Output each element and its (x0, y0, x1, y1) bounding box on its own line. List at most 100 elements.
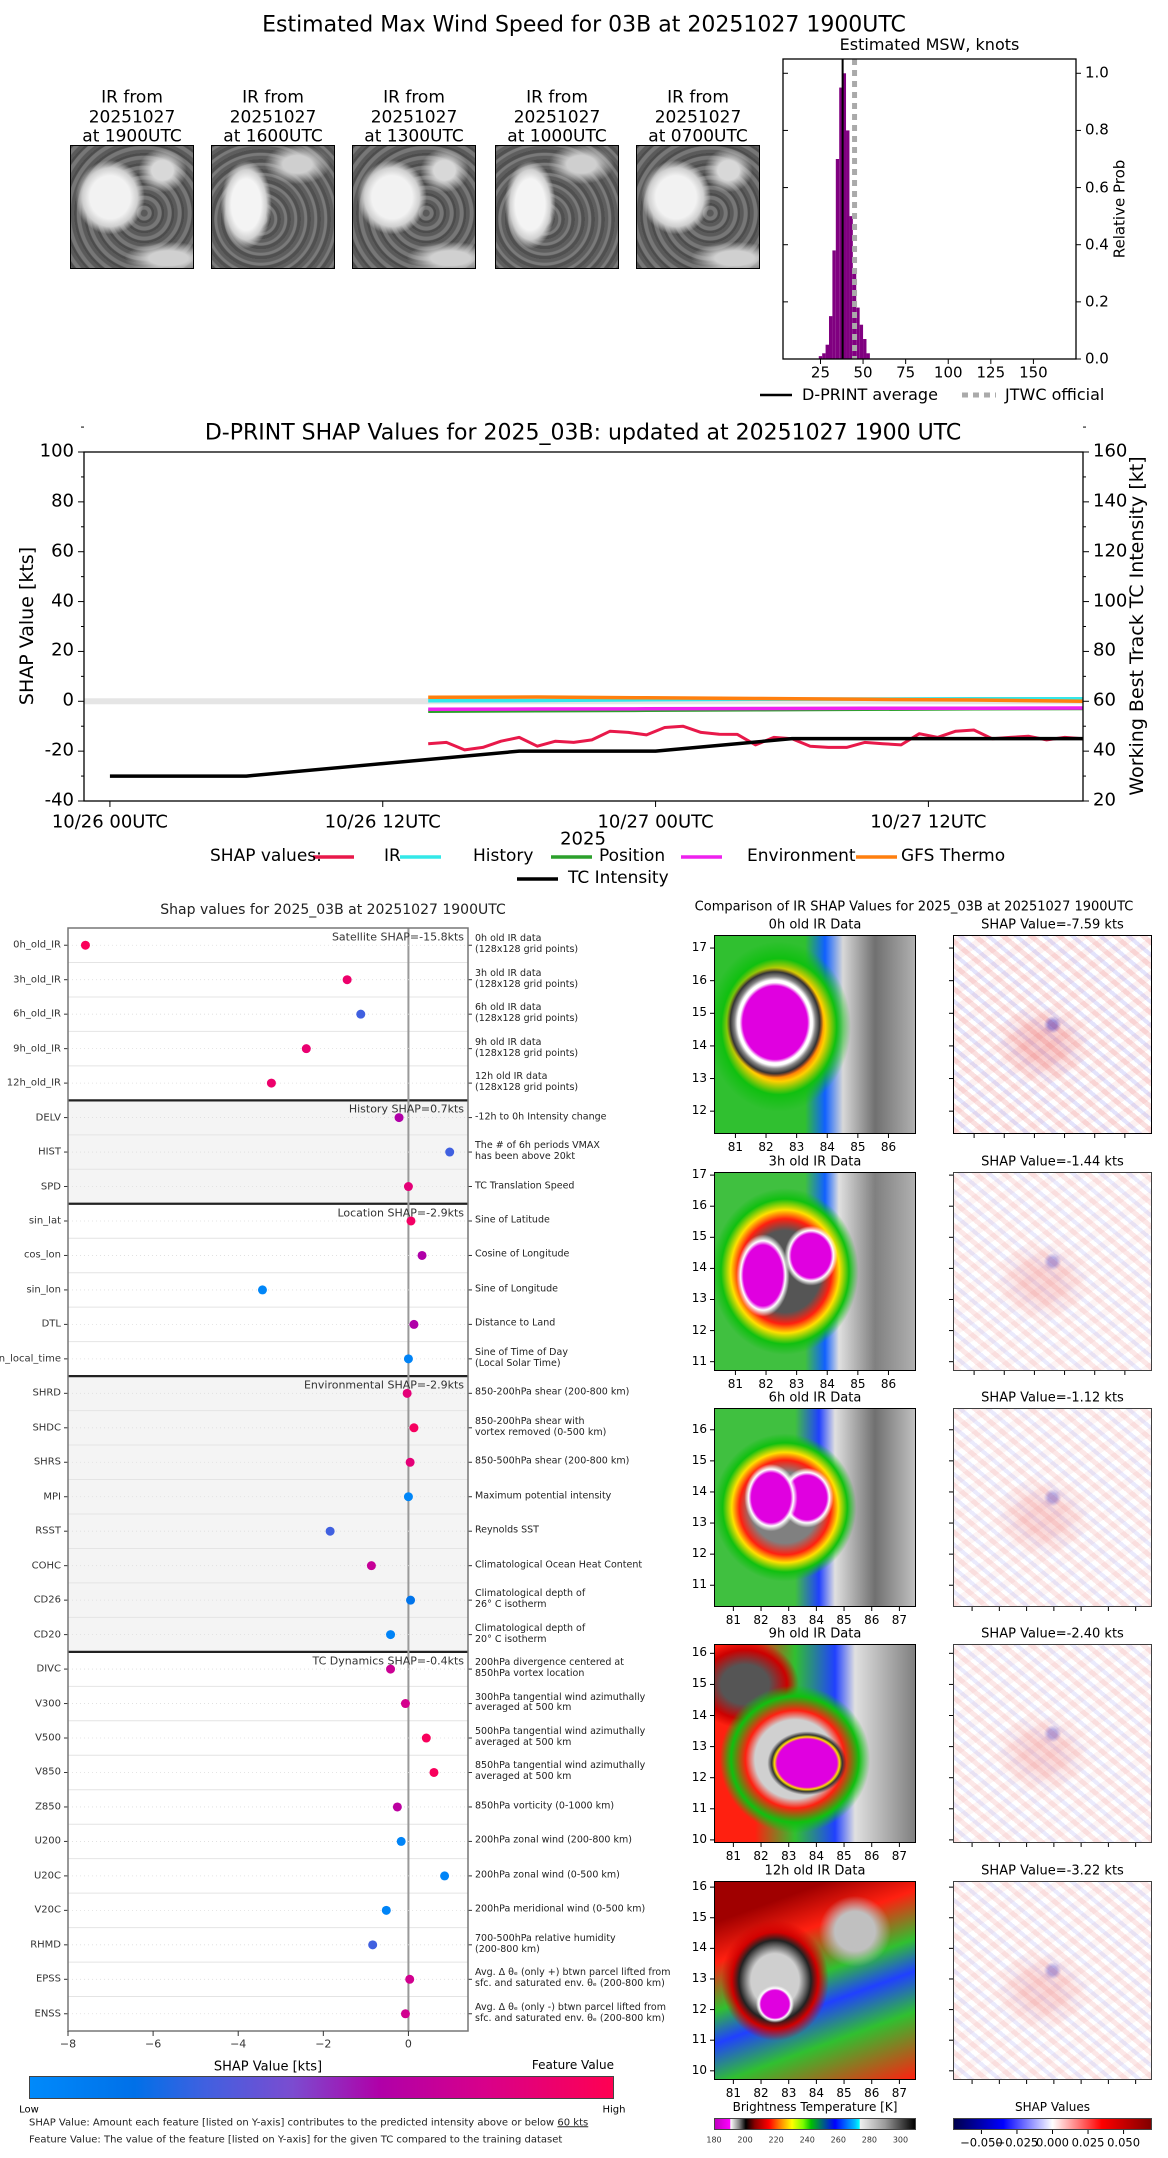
group-shap-label: TC Dynamics SHAP=-0.4kts (312, 1654, 465, 1668)
group-shap-label: History SHAP=0.7kts (348, 1103, 464, 1117)
feature-name-label: U20C (33, 1870, 61, 1882)
ir-map-ytick-label: 12 (691, 1103, 707, 1118)
timeseries-ytick-label: 40 (51, 590, 74, 612)
timeseries-xlabel: 2025 (560, 828, 606, 850)
ir-data-map (714, 935, 916, 1134)
ir-map-xtick-label: 85 (850, 1377, 866, 1392)
ir-map-xtick-label: 84 (819, 1140, 835, 1155)
ir-map-ytick-label: 12 (691, 1322, 707, 1337)
feature-description: 3h old IR data (128x128 grid points) (475, 967, 579, 990)
bt-colorbar-tick-label: 220 (768, 2135, 784, 2145)
ir-thumbnail-label: IR from 20251027 at 0700UTC (648, 87, 748, 147)
feature-description: 850hPa vorticity (0-1000 km) (475, 1800, 615, 1812)
feature-description: 9h old IR data (128x128 grid points) (475, 1036, 579, 1059)
ir-map-xtick-label: 83 (788, 1140, 805, 1155)
feature-name-label: HIST (38, 1146, 61, 1158)
ir-comparison-title: Comparison of IR SHAP Values for 2025_03… (694, 899, 1134, 915)
legend-history-label: History (473, 846, 534, 867)
feature-description: 200hPa zonal wind (200-800 km) (475, 1834, 632, 1846)
ir-map-ytick-label: 16 (691, 1198, 707, 1213)
ir-map-xtick-label: 86 (864, 1613, 880, 1628)
ir-map-ytick-label: 13 (691, 1070, 707, 1085)
legend-dprint-label: D-PRINT average (802, 384, 938, 404)
footer-shap-explanation: SHAP Value: Amount each feature [listed … (29, 2117, 588, 2129)
ir-map-ytick-label: 16 (691, 1879, 707, 1894)
shap-dot (366, 1561, 376, 1571)
shap-dot (400, 1699, 410, 1709)
timeseries-right-ytick-label: 140 (1093, 490, 1128, 512)
feature-description: Climatological depth of 20° C isotherm (475, 1622, 586, 1645)
feature-name-label: DIVC (36, 1663, 61, 1675)
ir-map-xtick-label: 84 (808, 1613, 825, 1628)
shap-dot (445, 1147, 455, 1157)
histogram-ytick-label: 0.6 (1085, 177, 1109, 196)
dotplot-xtick-label: −6 (144, 2037, 162, 2051)
timeseries-right-ytick-label: 40 (1093, 739, 1116, 761)
ir-map-xtick-label: 87 (891, 1849, 908, 1864)
shap-dot (325, 1526, 335, 1536)
ir-thumbnail-label: IR from 20251027 at 1900UTC (82, 87, 182, 147)
feature-name-label: V20C (34, 1904, 61, 1916)
ir-thumbnail-label: IR from 20251027 at 1300UTC (364, 87, 464, 147)
histogram-axes-frame (782, 58, 1077, 360)
feature-name-label: Z850 (35, 1801, 61, 1813)
legend-title: SHAP values: (210, 846, 322, 867)
feature-description: 300hPa tangential wind azimuthally avera… (475, 1691, 646, 1714)
group-shap-label: Environmental SHAP=-2.9kts (303, 1378, 464, 1392)
bt-colorbar-tick-label: 260 (830, 2135, 846, 2145)
shap-dot (403, 1492, 413, 1502)
feature-name-label: ENSS (34, 2008, 62, 2020)
feature-name-label: 0h_old_IR (13, 939, 61, 951)
feature-name-label: RSST (35, 1525, 61, 1537)
feature-name-label: RHMD (30, 1939, 61, 1951)
ir-map-xtick-label: 84 (819, 1377, 835, 1392)
histogram-bar (839, 87, 843, 360)
ir-map-xtick-label: 82 (753, 1849, 769, 1864)
ir-map-ytick-label: 13 (691, 1515, 707, 1530)
histogram-xtick-label: 25 (810, 363, 831, 382)
feature-description: 850-200hPa shear with vortex removed (0-… (475, 1415, 607, 1438)
shap-dot (403, 1182, 413, 1192)
ir-map-ytick-label: 11 (691, 1800, 707, 1815)
shap-colorbar-tick-label: −0.050 (960, 2135, 1003, 2150)
timeseries-ylabel: SHAP Value [kts] (16, 546, 39, 706)
shap-value-map (953, 1881, 1152, 2080)
bt-colorbar-tick-label: 180 (706, 2135, 722, 2145)
feature-description: 850-500hPa shear (200-800 km) (475, 1455, 630, 1467)
legend-jtwc-label: JTWC official (1005, 384, 1105, 404)
timeseries-axes-frame (83, 451, 1084, 802)
shap-dot (394, 1113, 404, 1123)
shap-dot (409, 1319, 419, 1329)
timeseries-ytick-label: 100 (39, 440, 74, 462)
ir-map-ytick-label: 12 (691, 2001, 707, 2016)
ir-map-ytick-label: 16 (691, 1421, 707, 1436)
shap-dot (406, 1595, 416, 1605)
feature-name-label: MPI (43, 1490, 61, 1502)
feature-name-label: CD20 (33, 1628, 61, 1640)
ir-map-xtick-label: 83 (781, 2086, 797, 2101)
timeseries-xtick-label: 10/26 00UTC (51, 811, 168, 833)
ir-thumbnail-label: IR from 20251027 at 1000UTC (507, 87, 607, 147)
ir-map-xtick-label: 81 (727, 1140, 744, 1155)
ir-map-title: 6h old IR Data (768, 1390, 862, 1406)
ir-map-xtick-label: 82 (753, 1613, 769, 1628)
ir-map-xtick-label: 84 (808, 1849, 825, 1864)
ir-map-xtick-label: 82 (753, 2086, 769, 2101)
feature-name-label: sin_lat (28, 1215, 61, 1227)
shap-colorbar-tick-label: 0.000 (1036, 2135, 1069, 2150)
footer-feature-explanation: Feature Value: The value of the feature … (29, 2134, 563, 2146)
feature-value-colorbar (29, 2076, 614, 2099)
feature-description: Avg. Δ θₑ (only +) btwn parcel lifted fr… (475, 1967, 671, 1990)
shap-dot (381, 1905, 391, 1915)
ir-thumbnail-image (211, 145, 335, 269)
histogram-bar (859, 324, 864, 359)
shap-dot (405, 1457, 415, 1467)
ir-map-xtick-label: 86 (880, 1377, 897, 1392)
histogram-bar (828, 316, 833, 359)
colorbar-low-label: Low (19, 2104, 39, 2116)
histogram-ytick-label: 1.0 (1085, 63, 1109, 82)
ir-map-xtick-label: 81 (727, 1377, 744, 1392)
shap-dot (406, 1216, 416, 1226)
ir-map-ytick-label: 17 (691, 940, 707, 955)
ir-map-xtick-label: 83 (781, 1849, 797, 1864)
